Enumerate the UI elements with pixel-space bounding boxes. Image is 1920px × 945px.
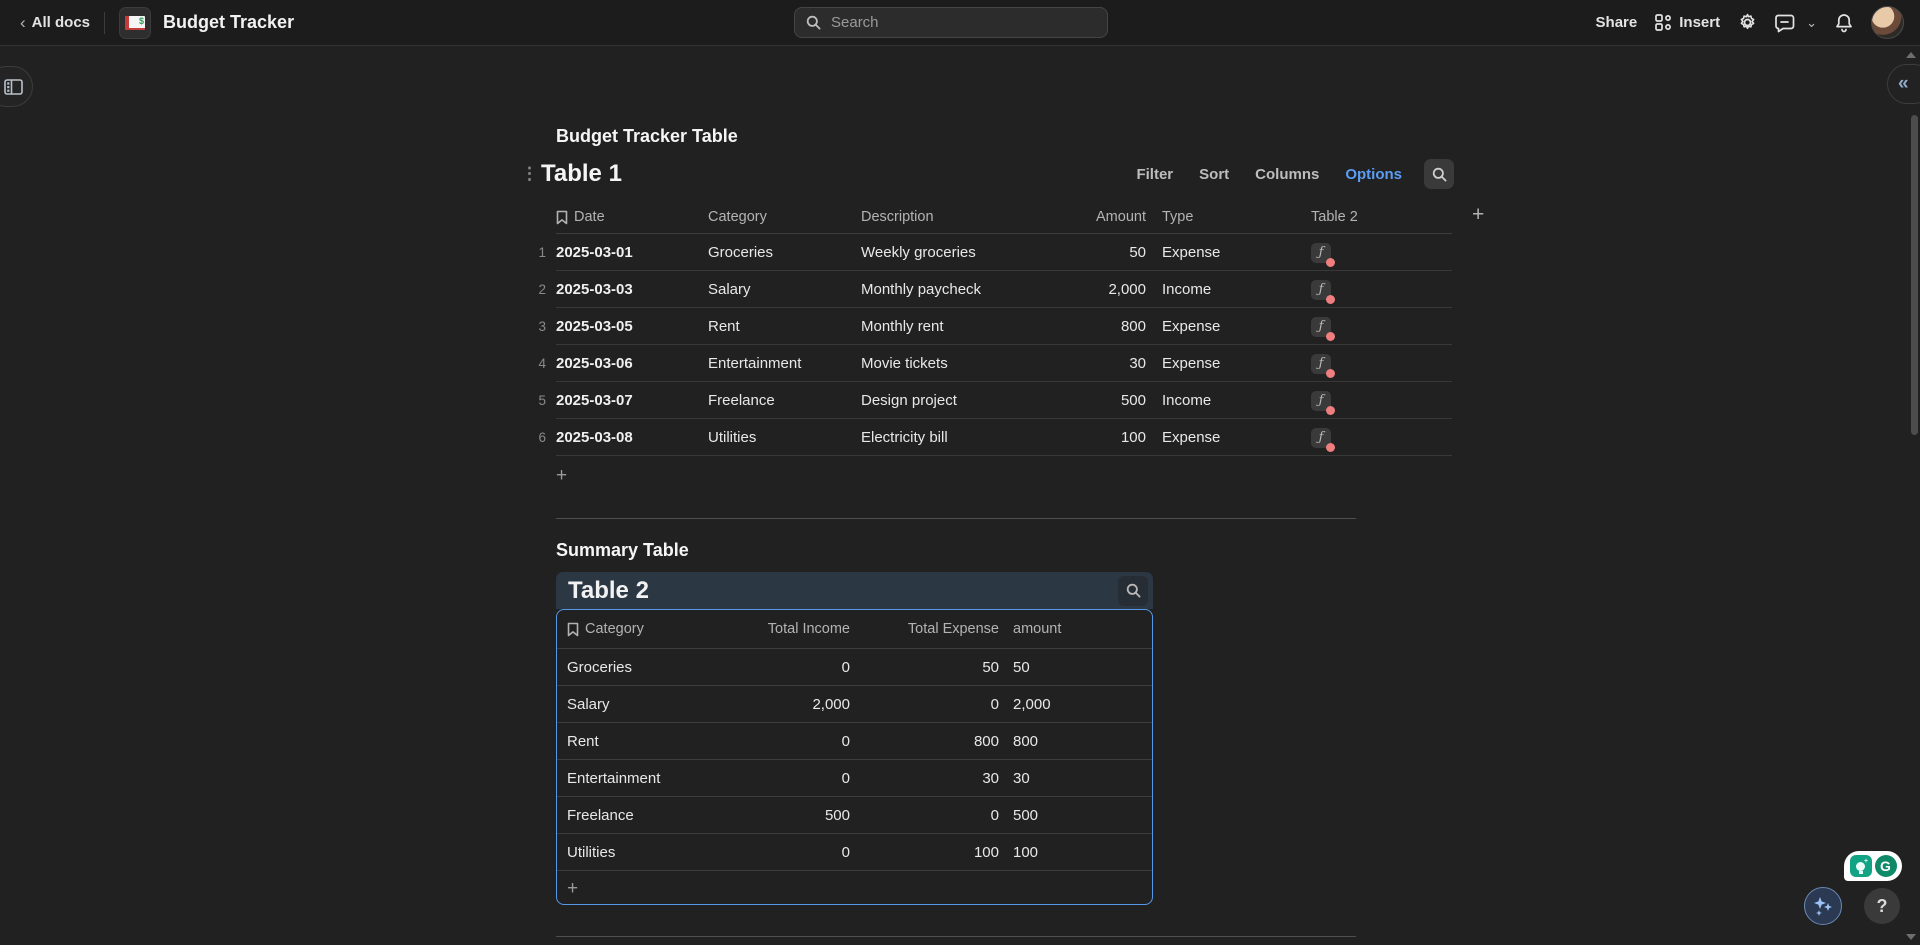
insert-grid-icon xyxy=(1655,14,1672,31)
table-row[interactable]: 2 2025-03-03 Salary Monthly paycheck 2,0… xyxy=(521,271,1452,308)
doc-title: Budget Tracker xyxy=(163,12,294,33)
budget-book-icon: $ xyxy=(125,16,145,30)
column-header-category[interactable]: Category xyxy=(557,621,722,637)
grammarly-logo-icon: G xyxy=(1875,855,1897,877)
table-row[interactable]: 3 2025-03-05 Rent Monthly rent 800 Expen… xyxy=(521,308,1452,345)
doc-icon[interactable]: $ xyxy=(119,7,151,39)
back-chevron-icon: ‹ xyxy=(20,14,26,31)
user-avatar[interactable] xyxy=(1871,6,1904,39)
column-header-date[interactable]: Date xyxy=(556,209,708,225)
section-heading-summary-table: Summary Table xyxy=(556,540,689,561)
formula-icon[interactable]: ƒ xyxy=(1311,243,1331,263)
topbar-actions: Share Insert xyxy=(1596,0,1920,45)
grammarly-widget[interactable]: G xyxy=(1844,851,1902,881)
column-header-category[interactable]: Category xyxy=(708,209,861,225)
options-button[interactable]: Options xyxy=(1345,166,1402,183)
formula-error-dot xyxy=(1326,332,1335,341)
table-row[interactable]: 1 2025-03-01 Groceries Weekly groceries … xyxy=(521,234,1452,271)
comments-caret-icon[interactable]: ⌄ xyxy=(1806,15,1817,31)
table1-title[interactable]: Table 1 xyxy=(541,160,622,188)
column-header-amount[interactable]: amount xyxy=(1003,621,1148,637)
table1-search-button[interactable] xyxy=(1424,159,1454,189)
panel-left-icon xyxy=(4,79,23,95)
global-search[interactable] xyxy=(794,7,1108,38)
comment-bubble-icon xyxy=(1775,13,1796,33)
back-label: All docs xyxy=(32,14,90,31)
vertical-scrollbar[interactable] xyxy=(1911,115,1918,435)
search-icon xyxy=(1126,583,1141,598)
insert-label: Insert xyxy=(1679,14,1720,31)
table2-title[interactable]: Table 2 xyxy=(568,577,649,605)
formula-error-dot xyxy=(1326,406,1335,415)
formula-icon[interactable]: ƒ xyxy=(1311,317,1331,337)
drag-handle-icon[interactable]: ⋮ xyxy=(521,164,541,184)
page-divider xyxy=(556,936,1356,937)
column-header-table2[interactable]: Table 2 xyxy=(1295,209,1452,225)
search-input[interactable] xyxy=(829,13,1083,32)
insert-button[interactable]: Insert xyxy=(1655,14,1720,31)
column-header-total-income[interactable]: Total Income xyxy=(722,621,854,637)
formula-error-dot xyxy=(1326,258,1335,267)
formula-icon[interactable]: ƒ xyxy=(1311,391,1331,411)
formula-error-dot xyxy=(1326,369,1335,378)
filter-button[interactable]: Filter xyxy=(1136,166,1173,183)
formula-icon[interactable]: ƒ xyxy=(1311,428,1331,448)
table2-header-row: Category Total Income Total Expense amou… xyxy=(557,610,1152,649)
notifications-button[interactable] xyxy=(1835,13,1853,33)
table2-title-bar[interactable]: Table 2 xyxy=(556,572,1153,609)
table-row[interactable]: Utilities 0 100 100 xyxy=(557,834,1152,871)
scroll-up-arrow[interactable] xyxy=(1906,52,1916,58)
table1-controls: Filter Sort Columns Options xyxy=(1136,159,1454,189)
add-column-button[interactable]: + xyxy=(1472,203,1484,227)
table1-add-row-button[interactable]: + xyxy=(556,458,567,494)
page-divider xyxy=(556,518,1356,519)
sidebar-toggle-button[interactable] xyxy=(0,66,33,107)
collapse-icon: « xyxy=(1898,74,1909,93)
table1-title-row: ⋮ Table 1 Filter Sort Columns Options xyxy=(521,156,1454,192)
formula-error-dot xyxy=(1326,443,1335,452)
bookmark-icon xyxy=(556,210,568,225)
bell-icon xyxy=(1835,13,1853,33)
ai-assistant-button[interactable] xyxy=(1804,887,1842,925)
help-button[interactable]: ? xyxy=(1864,888,1900,924)
column-header-type[interactable]: Type xyxy=(1146,209,1295,225)
table-row[interactable]: Freelance 500 0 500 xyxy=(557,797,1152,834)
back-to-all-docs[interactable]: ‹ All docs xyxy=(20,14,90,31)
formula-icon[interactable]: ƒ xyxy=(1311,280,1331,300)
formula-error-dot xyxy=(1326,295,1335,304)
search-icon xyxy=(806,15,821,30)
column-header-total-expense[interactable]: Total Expense xyxy=(854,621,1003,637)
topbar: ‹ All docs $ Budget Tracker Share xyxy=(0,0,1920,46)
columns-button[interactable]: Columns xyxy=(1255,166,1319,183)
table2-add-row-button[interactable]: + xyxy=(557,871,1152,905)
table2-search-button[interactable] xyxy=(1118,576,1148,606)
formula-icon[interactable]: ƒ xyxy=(1311,354,1331,374)
collapse-panel-button[interactable]: « xyxy=(1887,64,1920,104)
sort-button[interactable]: Sort xyxy=(1199,166,1229,183)
share-button[interactable]: Share xyxy=(1596,14,1638,31)
bookmark-icon xyxy=(567,622,579,637)
table-row[interactable]: 5 2025-03-07 Freelance Design project 50… xyxy=(521,382,1452,419)
topbar-divider xyxy=(104,12,105,34)
column-header-description[interactable]: Description xyxy=(861,209,1084,225)
table1-header-row: Date Category Description Amount Type Ta… xyxy=(521,200,1452,234)
table-row[interactable]: 4 2025-03-06 Entertainment Movie tickets… xyxy=(521,345,1452,382)
scroll-down-arrow[interactable] xyxy=(1906,934,1916,940)
table-row[interactable]: Groceries 0 50 50 xyxy=(557,649,1152,686)
settings-button[interactable] xyxy=(1738,13,1757,32)
app-window: ‹ All docs $ Budget Tracker Share xyxy=(0,0,1920,945)
comments-button[interactable] xyxy=(1775,13,1796,33)
gear-icon xyxy=(1738,13,1757,32)
column-header-amount[interactable]: Amount xyxy=(1084,209,1146,225)
section-heading-budget-tracker-table: Budget Tracker Table xyxy=(556,126,738,147)
table-row[interactable]: 6 2025-03-08 Utilities Electricity bill … xyxy=(521,419,1452,456)
table-row[interactable]: Rent 0 800 800 xyxy=(557,723,1152,760)
sparkles-icon xyxy=(1812,895,1834,917)
suggestion-lightbulb-icon xyxy=(1850,855,1872,877)
table-row[interactable]: Entertainment 0 30 30 xyxy=(557,760,1152,797)
search-icon xyxy=(1432,167,1447,182)
table2-container: Category Total Income Total Expense amou… xyxy=(556,609,1153,905)
table-row[interactable]: Salary 2,000 0 2,000 xyxy=(557,686,1152,723)
